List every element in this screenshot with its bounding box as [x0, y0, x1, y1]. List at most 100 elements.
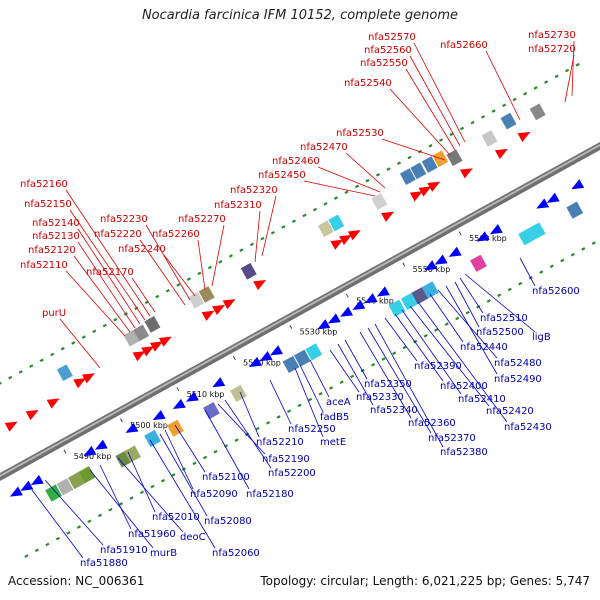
lane-dot	[134, 306, 139, 310]
reverse-gene-arrow	[327, 313, 341, 324]
lane-dot	[575, 62, 580, 67]
reverse-gene-arrow	[30, 474, 44, 486]
gene-label-reverse: nfa52360	[408, 418, 456, 429]
gene-label-reverse: nfa51910	[100, 545, 148, 556]
gene-box	[529, 103, 546, 121]
gene-label-forward: nfa52560	[364, 45, 412, 56]
lane-dot	[239, 248, 244, 252]
gene-label-leader	[299, 364, 324, 413]
accession-text: Accession: NC_006361	[8, 574, 145, 588]
gene-label-forward: nfa52570	[368, 32, 416, 43]
gene-label-forward: purU	[42, 308, 66, 319]
lane-dot	[276, 415, 281, 419]
gene-label-leader	[159, 433, 208, 517]
lane-dot	[491, 109, 496, 113]
lane-dot	[66, 531, 71, 535]
gene-label-leader	[417, 301, 508, 423]
lane-dot	[228, 254, 233, 258]
gene-label-reverse: deoC	[180, 532, 206, 543]
gene-label-reverse: nfa52210	[256, 437, 304, 448]
lane-dot	[386, 167, 391, 171]
gene-label-leader	[317, 166, 381, 193]
lane-dot	[444, 322, 449, 327]
lane-dot	[486, 299, 491, 303]
forward-gene-arrow	[141, 346, 155, 357]
forward-gene-arrow	[339, 234, 353, 246]
gene-label-leader	[261, 195, 277, 257]
lane-dot	[333, 196, 339, 200]
lane-dot	[270, 230, 275, 235]
gene-label-reverse: nfa52600	[532, 286, 580, 297]
gene-label-reverse: nfa52060	[212, 548, 260, 559]
gene-label-leader	[384, 317, 418, 362]
gene-label-reverse: nfa52400	[440, 381, 488, 392]
gene-label-leader	[59, 318, 101, 369]
gene-label-leader	[309, 359, 330, 398]
forward-gene-arrow	[222, 299, 236, 310]
gene-box	[566, 201, 584, 219]
gene-label-forward: nfa52170	[86, 267, 134, 278]
gene-label-leader	[127, 451, 156, 513]
gene-label-forward: nfa52460	[272, 156, 320, 167]
lane-dot	[318, 391, 323, 396]
lane-dot	[81, 335, 86, 339]
gene-label-reverse: nfa52010	[152, 512, 200, 523]
reverse-gene-arrow	[571, 179, 585, 190]
gene-label-forward: nfa52260	[152, 229, 200, 240]
lane-dot	[155, 294, 160, 299]
lane-dot	[287, 409, 292, 413]
lane-dot	[87, 519, 92, 524]
gene-label-leader	[224, 399, 272, 469]
lane-dot	[29, 364, 34, 368]
lane-dot	[459, 126, 465, 131]
lane-dot	[50, 352, 55, 357]
reverse-gene-arrow	[546, 192, 560, 203]
reverse-gene-arrow	[340, 306, 354, 317]
gene-label-leader	[163, 254, 196, 297]
gene-label-leader	[405, 68, 456, 151]
gene-box	[123, 329, 140, 347]
reverse-gene-arrow	[83, 445, 97, 457]
lane-dot	[255, 426, 260, 431]
genome-backbone-highlight	[0, 143, 600, 478]
reverse-gene-arrow	[94, 439, 108, 450]
lane-dot	[249, 242, 254, 247]
gene-label-forward: nfa52720	[528, 44, 576, 55]
gene-label-leader	[211, 224, 225, 287]
lane-dot	[570, 252, 575, 257]
reverse-gene-arrow	[352, 299, 366, 311]
map-title: Nocardia farcinica IFM 10152, complete g…	[141, 8, 459, 23]
gene-label-leader	[389, 88, 451, 156]
forward-gene-arrow	[347, 230, 361, 241]
gene-label-leader	[145, 224, 191, 301]
reverse-gene-arrow	[125, 422, 139, 433]
lane-dot	[171, 473, 176, 477]
lane-dot	[18, 370, 23, 374]
gene-label-leader	[437, 289, 498, 359]
axis-tick-label: 5510 kbp	[187, 390, 225, 399]
gene-label-leader	[409, 55, 461, 147]
lane-dot	[302, 213, 307, 218]
forward-gene-arrow	[330, 239, 344, 250]
lane-dot	[497, 293, 502, 298]
lane-dot	[591, 241, 596, 245]
gene-label-forward: nfa52540	[344, 78, 392, 89]
gene-box	[421, 281, 439, 299]
forward-gene-arrow	[381, 211, 395, 222]
lane-dot	[207, 265, 212, 270]
lane-dot	[523, 91, 528, 96]
lane-dot	[45, 542, 50, 547]
gene-label-reverse: nfa52350	[364, 379, 412, 390]
lane-dot	[560, 258, 565, 263]
gene-label-leader	[131, 277, 156, 313]
gene-box	[78, 466, 96, 484]
genome-summary: Topology: circular; Length: 6,021,225 bp…	[260, 574, 590, 588]
gene-box	[481, 130, 498, 147]
gene-label-reverse: nfa52430	[504, 422, 552, 433]
reverse-gene-arrow	[270, 345, 283, 356]
lane-dot	[213, 449, 218, 454]
gene-label-leader	[174, 424, 206, 473]
gene-label-reverse: metE	[320, 437, 346, 448]
gene-box	[421, 156, 438, 173]
lane-dot	[312, 207, 318, 212]
